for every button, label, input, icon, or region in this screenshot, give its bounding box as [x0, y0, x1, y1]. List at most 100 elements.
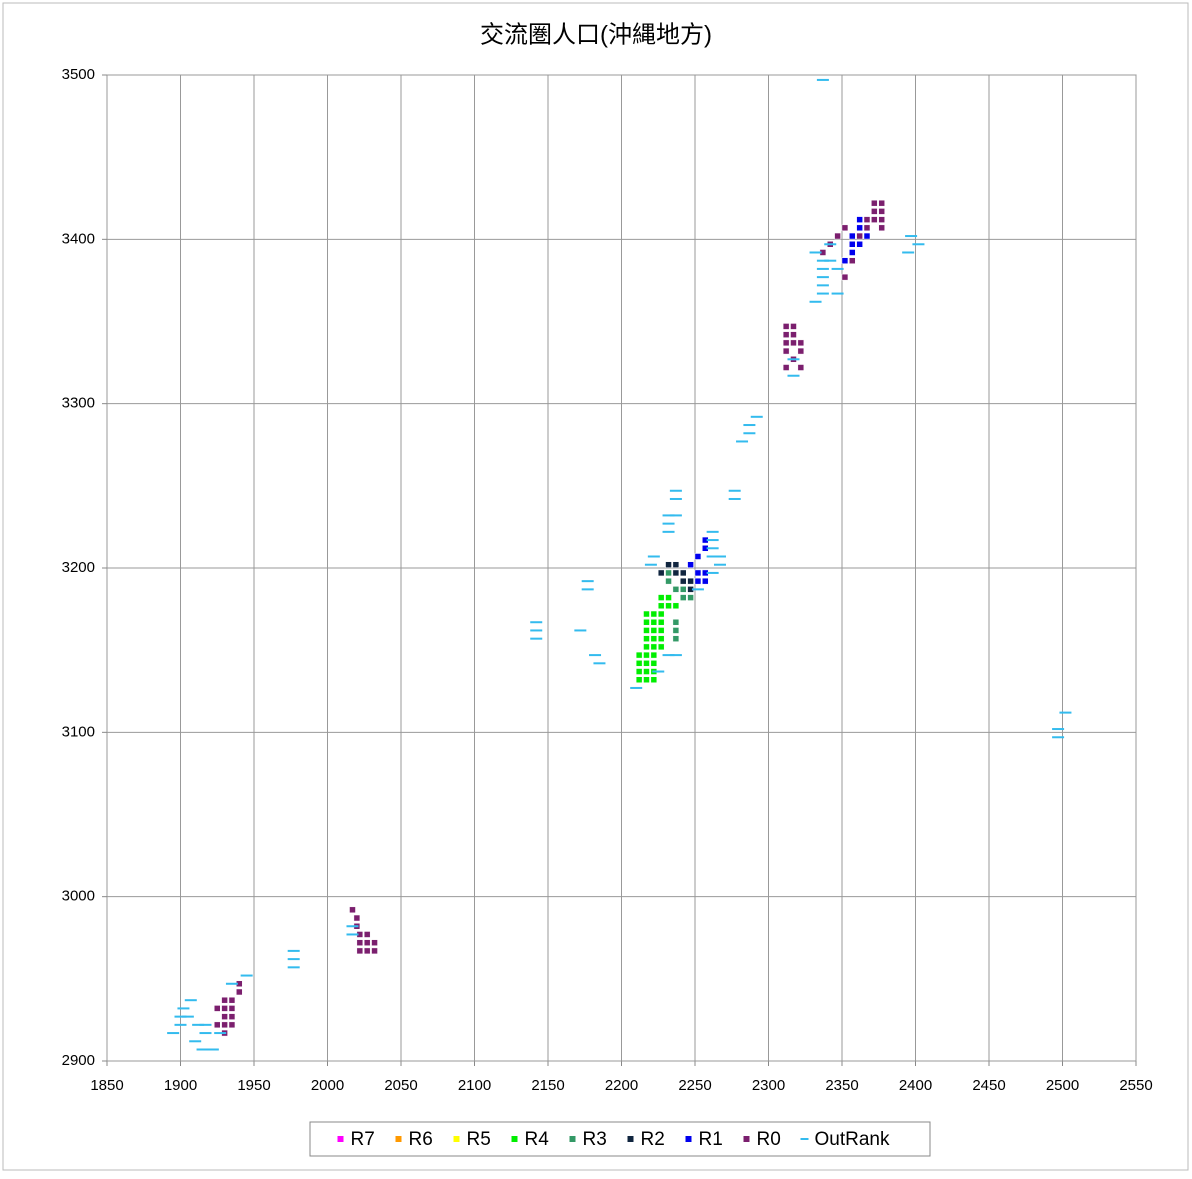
point — [662, 522, 675, 525]
point — [644, 563, 657, 566]
point — [863, 224, 871, 232]
point — [221, 1013, 228, 1020]
point — [790, 331, 797, 338]
point — [816, 276, 829, 279]
point — [728, 497, 741, 500]
point — [706, 530, 719, 533]
point — [841, 224, 849, 232]
legend-marker — [395, 1136, 402, 1142]
point — [672, 561, 680, 568]
point — [687, 594, 694, 601]
x-tick-label: 2350 — [825, 1077, 858, 1094]
legend-label: R1 — [699, 1129, 723, 1150]
legend-marker — [800, 1138, 809, 1140]
point — [672, 569, 680, 577]
point — [782, 364, 790, 371]
point — [228, 1013, 236, 1020]
point — [581, 588, 594, 591]
point — [662, 654, 675, 657]
point — [856, 216, 863, 223]
y-tick-label: 3100 — [62, 723, 95, 740]
point — [356, 939, 364, 946]
point — [665, 569, 672, 577]
point — [841, 273, 849, 281]
point — [834, 232, 841, 240]
point — [643, 610, 650, 618]
point — [635, 651, 643, 659]
point — [363, 931, 371, 938]
point — [750, 415, 763, 418]
point — [228, 996, 236, 1004]
point — [363, 939, 371, 946]
point — [905, 235, 918, 238]
point — [787, 358, 800, 361]
point — [743, 424, 756, 427]
point — [662, 530, 675, 533]
x-tick-label: 2450 — [972, 1077, 1005, 1094]
x-tick-label: 2500 — [1046, 1077, 1079, 1094]
point — [589, 654, 602, 657]
point — [236, 988, 243, 996]
point — [196, 1048, 209, 1051]
point — [871, 216, 878, 223]
point — [672, 586, 680, 593]
point — [706, 547, 719, 550]
point — [787, 374, 800, 377]
point — [643, 676, 650, 683]
point — [657, 602, 665, 610]
x-tick-label: 2300 — [752, 1077, 785, 1094]
point — [863, 216, 871, 223]
point — [831, 267, 844, 270]
y-tick-label: 3500 — [62, 66, 95, 83]
point — [657, 643, 665, 651]
legend-marker — [337, 1136, 344, 1142]
point — [657, 618, 665, 626]
point — [713, 563, 726, 566]
point — [199, 1023, 212, 1026]
point — [809, 300, 822, 303]
point — [871, 199, 878, 207]
point — [849, 249, 856, 256]
point — [687, 561, 694, 568]
point — [353, 914, 361, 922]
point — [346, 925, 359, 928]
point — [647, 555, 660, 558]
point — [221, 1005, 228, 1012]
point — [782, 323, 790, 330]
x-tick-label: 1950 — [237, 1077, 270, 1094]
x-tick-label: 1900 — [164, 1077, 197, 1094]
point — [809, 251, 822, 254]
point — [669, 514, 682, 517]
point — [228, 1005, 236, 1012]
point — [743, 432, 756, 435]
point — [706, 555, 719, 558]
point — [669, 489, 682, 492]
point — [371, 939, 378, 946]
point — [856, 224, 863, 232]
point — [713, 555, 726, 558]
point — [797, 364, 805, 371]
point — [672, 635, 680, 642]
point — [902, 251, 915, 254]
legend — [309, 1121, 931, 1157]
point — [657, 594, 665, 601]
point — [816, 267, 829, 270]
point — [657, 610, 665, 618]
point — [679, 569, 687, 577]
point — [665, 602, 672, 610]
point — [643, 660, 650, 667]
point — [831, 292, 844, 295]
legend-marker — [743, 1136, 750, 1142]
point — [657, 627, 665, 634]
point — [849, 232, 856, 240]
point — [287, 966, 300, 969]
point — [1052, 736, 1065, 739]
point — [214, 1021, 221, 1029]
y-tick-label: 3400 — [62, 230, 95, 247]
point — [177, 1007, 190, 1010]
point — [174, 1023, 187, 1026]
point — [643, 668, 650, 675]
point — [530, 637, 543, 640]
